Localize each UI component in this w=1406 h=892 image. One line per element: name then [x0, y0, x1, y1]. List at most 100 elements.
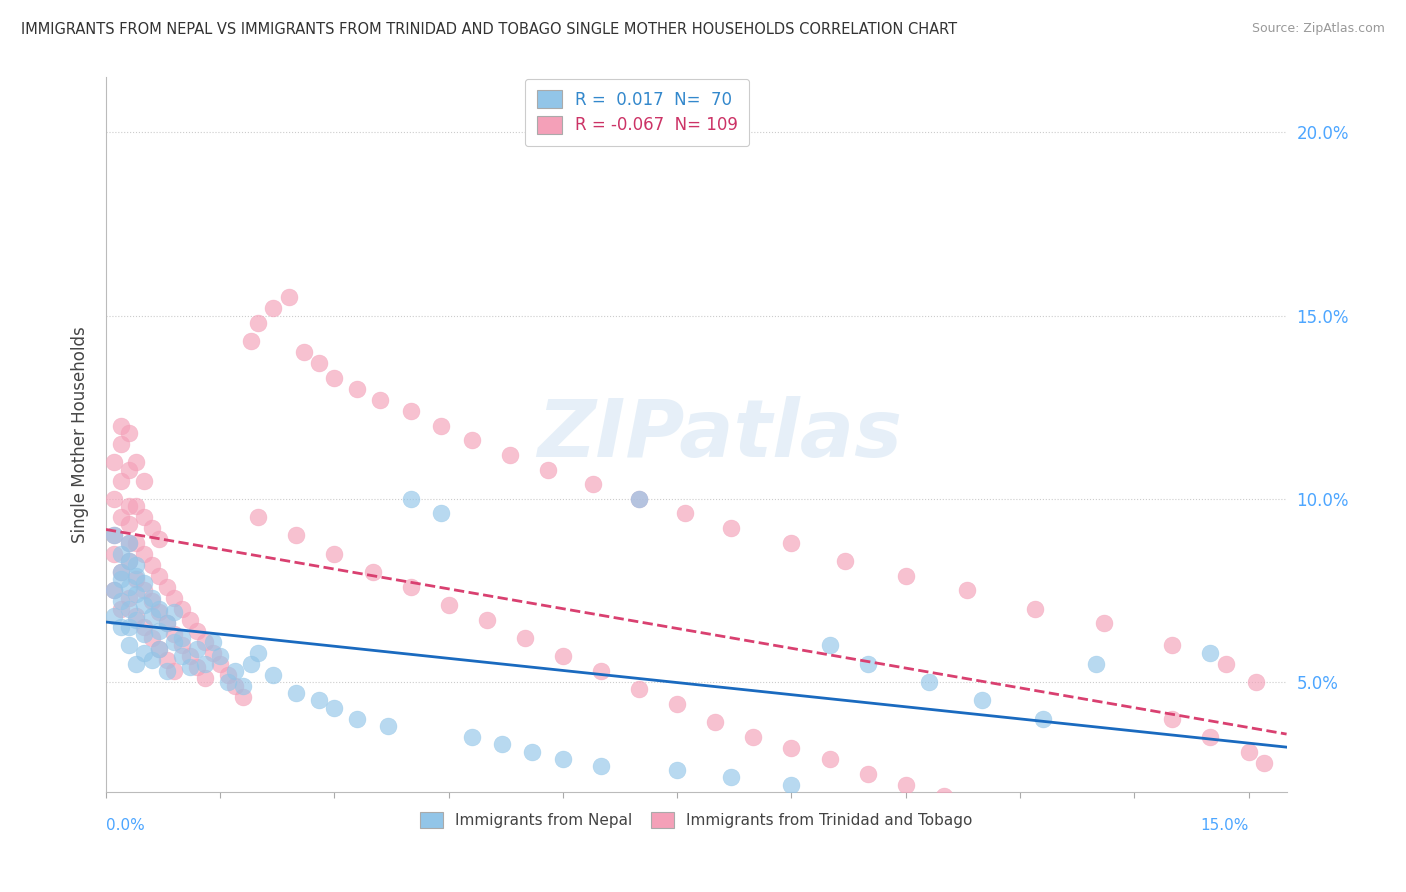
Point — [673, 507, 696, 521]
Point — [377, 719, 399, 733]
Point — [430, 507, 453, 521]
Point — [110, 474, 132, 488]
Point — [163, 664, 186, 678]
Point — [932, 789, 955, 803]
Point — [224, 664, 246, 678]
Point — [118, 536, 141, 550]
Point — [118, 462, 141, 476]
Point — [917, 675, 939, 690]
Point — [156, 616, 179, 631]
Point — [103, 455, 125, 469]
Point — [141, 594, 163, 608]
Point — [368, 392, 391, 407]
Point — [780, 778, 803, 792]
Point — [132, 646, 155, 660]
Text: IMMIGRANTS FROM NEPAL VS IMMIGRANTS FROM TRINIDAD AND TOBAGO SINGLE MOTHER HOUSE: IMMIGRANTS FROM NEPAL VS IMMIGRANTS FROM… — [21, 22, 957, 37]
Point — [361, 565, 384, 579]
Point — [856, 657, 879, 671]
Point — [239, 657, 262, 671]
Point — [118, 601, 141, 615]
Point — [148, 624, 170, 638]
Point — [232, 679, 254, 693]
Point — [589, 759, 612, 773]
Point — [970, 796, 993, 810]
Point — [1092, 616, 1115, 631]
Point — [194, 672, 217, 686]
Point — [285, 686, 308, 700]
Point — [780, 536, 803, 550]
Point — [118, 517, 141, 532]
Point — [141, 591, 163, 605]
Point — [1237, 745, 1260, 759]
Point — [125, 536, 148, 550]
Point — [399, 580, 422, 594]
Point — [125, 609, 148, 624]
Point — [125, 499, 148, 513]
Point — [224, 679, 246, 693]
Point — [132, 474, 155, 488]
Point — [118, 425, 141, 440]
Point — [232, 690, 254, 704]
Point — [110, 547, 132, 561]
Point — [186, 660, 208, 674]
Point — [308, 356, 330, 370]
Point — [103, 583, 125, 598]
Point — [437, 598, 460, 612]
Point — [148, 601, 170, 615]
Point — [1199, 730, 1222, 744]
Point — [163, 591, 186, 605]
Point — [141, 521, 163, 535]
Point — [156, 664, 179, 678]
Point — [818, 639, 841, 653]
Point — [125, 568, 148, 582]
Point — [277, 290, 299, 304]
Point — [323, 547, 346, 561]
Point — [704, 715, 727, 730]
Text: 0.0%: 0.0% — [105, 818, 145, 832]
Point — [103, 528, 125, 542]
Point — [628, 682, 651, 697]
Point — [172, 649, 194, 664]
Point — [856, 766, 879, 780]
Point — [103, 547, 125, 561]
Point — [172, 601, 194, 615]
Point — [148, 606, 170, 620]
Point — [1253, 756, 1275, 770]
Point — [323, 700, 346, 714]
Point — [285, 528, 308, 542]
Point — [1215, 657, 1237, 671]
Point — [537, 462, 560, 476]
Point — [179, 649, 201, 664]
Point — [239, 334, 262, 349]
Point — [125, 573, 148, 587]
Point — [460, 730, 482, 744]
Point — [1123, 825, 1146, 839]
Point — [346, 712, 368, 726]
Point — [179, 660, 201, 674]
Point — [141, 558, 163, 572]
Point — [110, 565, 132, 579]
Point — [125, 613, 148, 627]
Point — [148, 642, 170, 657]
Point — [720, 770, 742, 784]
Point — [132, 510, 155, 524]
Point — [430, 418, 453, 433]
Point — [148, 532, 170, 546]
Point — [894, 778, 917, 792]
Point — [156, 580, 179, 594]
Point — [148, 642, 170, 657]
Point — [1085, 822, 1108, 836]
Point — [110, 437, 132, 451]
Point — [970, 693, 993, 707]
Point — [179, 613, 201, 627]
Point — [194, 634, 217, 648]
Point — [628, 491, 651, 506]
Point — [498, 448, 520, 462]
Point — [551, 649, 574, 664]
Point — [1008, 806, 1031, 821]
Point — [186, 624, 208, 638]
Point — [551, 752, 574, 766]
Point — [308, 693, 330, 707]
Point — [141, 631, 163, 645]
Point — [780, 741, 803, 756]
